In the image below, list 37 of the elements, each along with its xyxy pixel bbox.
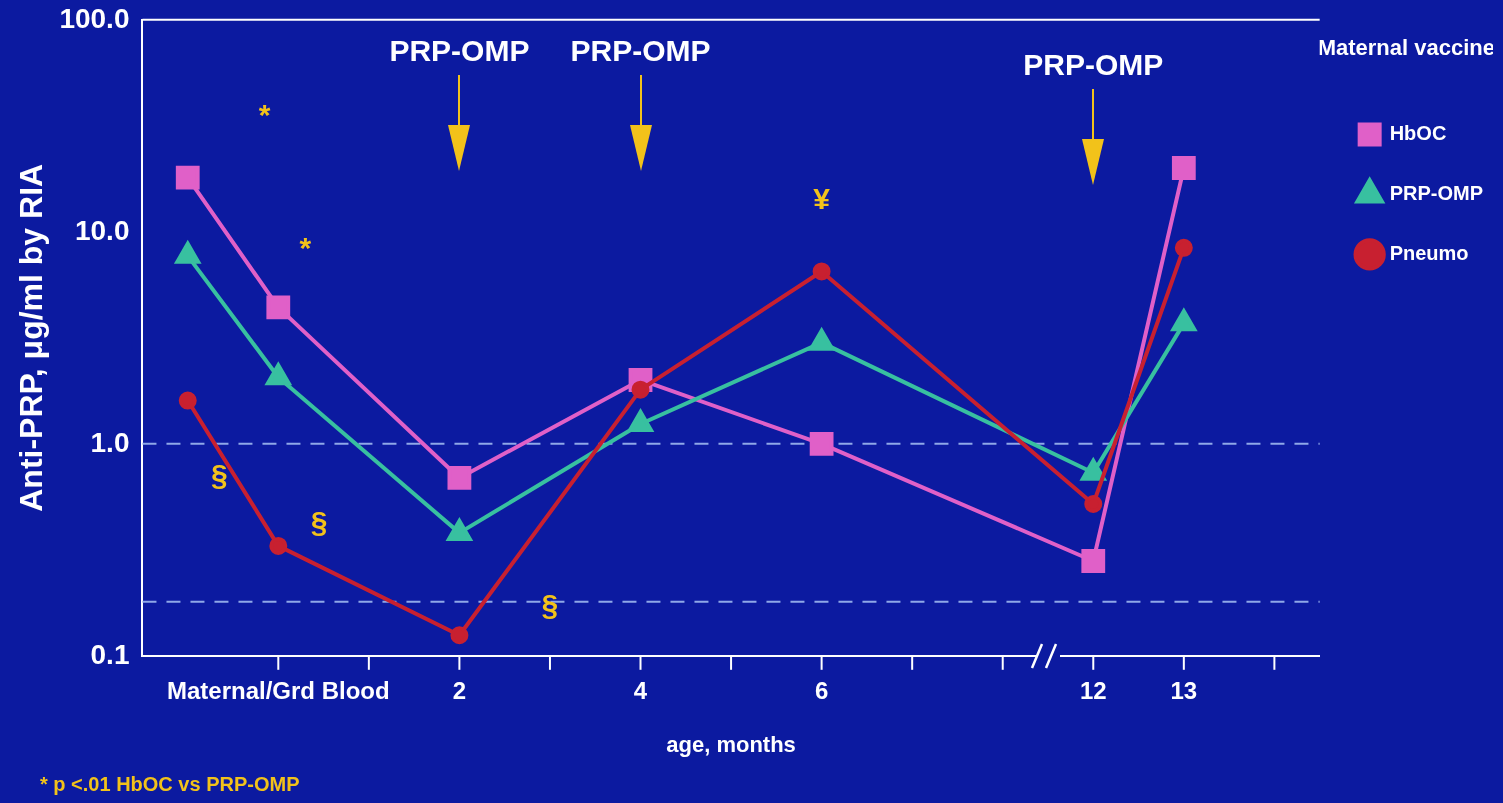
legend-label: PRP-OMP <box>1389 181 1483 204</box>
y-tick-label: 1.0 <box>90 426 130 458</box>
x-axis-title: age, months <box>666 731 796 757</box>
point <box>809 431 834 456</box>
annotation: PRP-OMP <box>1023 48 1164 82</box>
point <box>1081 549 1106 573</box>
point <box>266 295 291 320</box>
x-tick-label: 2 <box>452 676 467 704</box>
point <box>269 536 288 555</box>
x-tick-label: 6 <box>814 676 829 704</box>
point <box>812 262 831 281</box>
annotation: ¥ <box>813 182 831 216</box>
point <box>175 165 200 190</box>
annotation: PRP-OMP <box>570 33 711 67</box>
y-tick-label: 10.0 <box>74 214 130 246</box>
legend-label: Pneumo <box>1389 241 1469 264</box>
y-axis-title: Anti-PRP, μg/ml by RIA <box>13 163 50 512</box>
annotation: § <box>310 504 328 538</box>
y-tick-label: 0.1 <box>90 638 130 670</box>
x-tick-label: 13 <box>1170 676 1198 704</box>
point <box>178 391 197 410</box>
text: * p <.01 HbOC vs PRP-OMP <box>40 772 300 795</box>
x-tick-label: Maternal/Grd Blood <box>166 676 390 704</box>
point <box>447 466 472 490</box>
annotation: PRP-OMP <box>389 33 530 67</box>
point <box>1174 238 1193 257</box>
x-tick-label: 4 <box>633 676 648 704</box>
annotation: * <box>299 231 312 265</box>
annotation: § <box>541 588 559 622</box>
annotation: * <box>258 97 271 131</box>
legend-label: HbOC <box>1389 121 1447 144</box>
y-tick-label: 100.0 <box>59 2 130 34</box>
x-tick-label: 12 <box>1079 676 1107 704</box>
point <box>1171 156 1196 180</box>
annotation: § <box>211 457 228 491</box>
point <box>1084 495 1103 514</box>
point <box>450 626 469 645</box>
